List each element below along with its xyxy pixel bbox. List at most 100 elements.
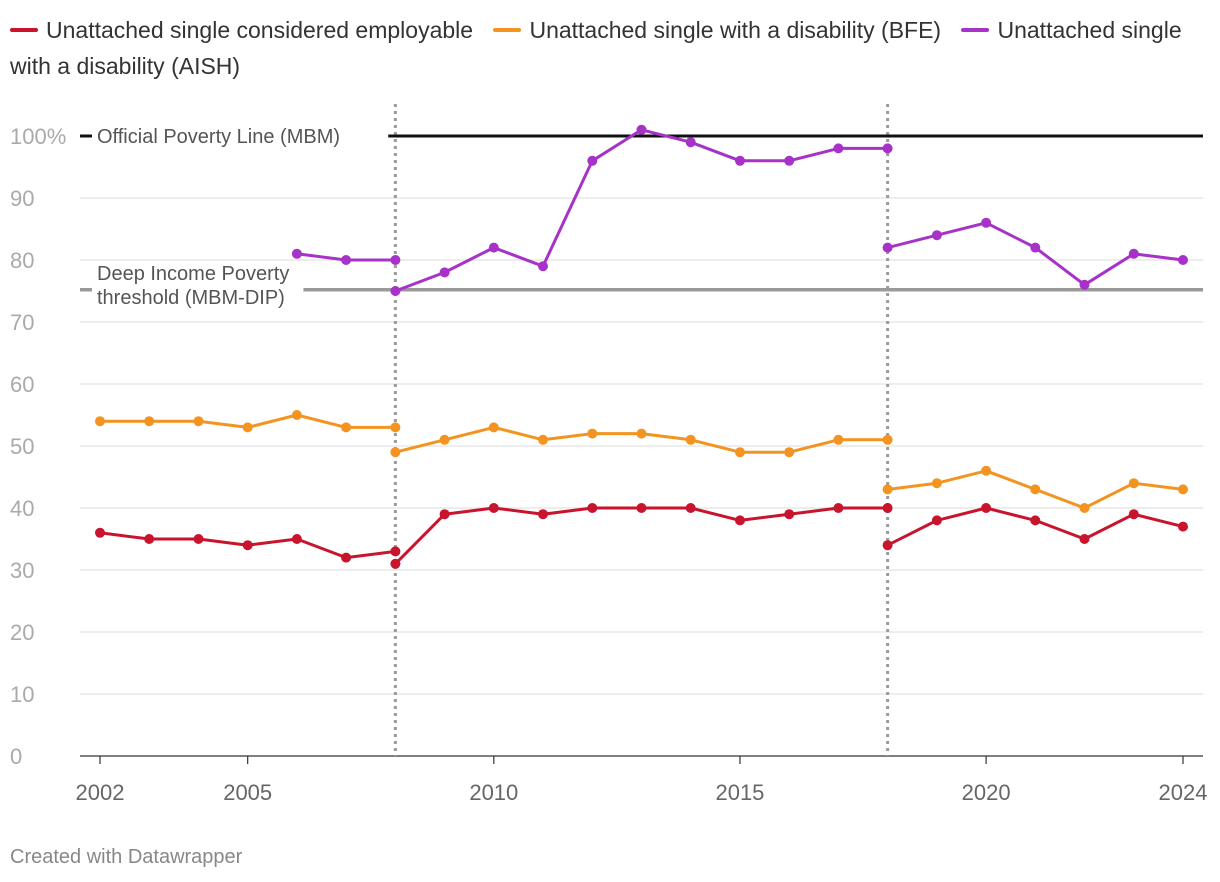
series-0-point-2016-1: [784, 509, 795, 520]
series-2-point-2016-1: [784, 155, 795, 166]
series-0-line-segment-1: [393, 506, 890, 566]
series-0-point-2017-1: [833, 503, 844, 513]
series-1-point-2018-1: [882, 434, 893, 445]
series-1-point-2024-2: [1178, 484, 1188, 495]
series-0-point-2015-1: [735, 515, 745, 526]
series-0-point-2023-2: [1128, 509, 1139, 520]
series-0-point-2019-2: [931, 515, 942, 526]
y-tick-label-10: 10: [10, 682, 34, 707]
series-2-point-2020-2: [981, 217, 992, 228]
reference-label-bg-0: [92, 124, 389, 150]
series-2-point-2009-1: [439, 267, 450, 278]
series-1-point-2015-1: [735, 447, 745, 458]
series-2-point-2017-1: [833, 143, 844, 154]
y-tick-label-20: 20: [10, 620, 34, 645]
series-1-point-2003-0: [144, 416, 155, 427]
series-2-point-2018-1: [882, 143, 893, 154]
series-2-point-2015-1: [735, 155, 745, 166]
series-0-point-2007-0: [341, 552, 352, 563]
series-0-point-2018-2: [882, 540, 893, 551]
series-0-point-2014-1: [685, 503, 696, 513]
series-1-point-2018-2: [882, 484, 893, 495]
series-2-point-2007-0: [341, 255, 352, 265]
series-2-point-2013-1: [636, 124, 647, 135]
legend-swatch-bfe: [493, 27, 522, 32]
x-tick-label-2024: 2024: [1159, 780, 1208, 805]
reference-label-1-line-1: threshold (MBM-DIP): [97, 287, 285, 309]
series-0-point-2004-0: [193, 534, 204, 544]
y-tick-label-80: 80: [10, 248, 34, 273]
series-0-point-2003-0: [144, 534, 155, 544]
series-2-point-2010-1: [488, 242, 499, 253]
legend-label-employable: Unattached single considered employable: [46, 17, 474, 43]
y-tick-label-30: 30: [10, 558, 34, 583]
series-0-point-2024-2: [1178, 521, 1188, 532]
y-tick-label-70: 70: [10, 310, 34, 335]
series-0-point-2011-1: [538, 509, 548, 520]
x-tick-label-2002: 2002: [76, 780, 125, 805]
series-2-point-2006-0: [291, 248, 302, 259]
series-1-point-2010-1: [488, 422, 499, 433]
series-2-point-2021-2: [1030, 242, 1041, 253]
series-1-point-2023-2: [1128, 478, 1139, 489]
series-1-point-2007-0: [341, 422, 352, 433]
series-1-point-2022-2: [1079, 503, 1090, 513]
footer-credit: Created with Datawrapper: [10, 846, 243, 868]
reference-label-bg-1: [92, 260, 304, 311]
series-1-point-2020-2: [981, 465, 992, 476]
x-tick-label-2005: 2005: [223, 780, 272, 805]
series-2-point-2023-2: [1128, 248, 1139, 259]
y-tick-label-40: 40: [10, 496, 34, 521]
series-0-point-2022-2: [1079, 534, 1090, 544]
legend-label-aish: Unattached single with a disability (AIS…: [10, 17, 1182, 79]
series-0-point-2018-1: [882, 503, 893, 513]
series-2-point-2019-2: [931, 230, 942, 241]
series-2-point-2018-2: [882, 242, 893, 253]
series-1-point-2013-1: [636, 428, 647, 439]
series-2-point-2011-1: [538, 261, 548, 272]
series-2-point-2012-1: [587, 155, 598, 166]
legend-label-bfe: Unattached single with a disability (BFE…: [529, 17, 942, 43]
series-1-point-2016-1: [784, 447, 795, 458]
series-1-point-2006-0: [291, 410, 302, 420]
chart-legend: Unattached single considered employable …: [10, 12, 1200, 84]
series-1-point-2011-1: [538, 434, 548, 445]
series-1-point-2008-1: [390, 447, 401, 458]
legend-item-bfe: Unattached single with a disability (BFE…: [493, 17, 941, 43]
y-tick-label-100: 100%: [10, 124, 66, 149]
x-tick-label-2010: 2010: [469, 780, 518, 805]
series-0-point-2020-2: [981, 503, 992, 513]
series-1-point-2014-1: [685, 434, 696, 445]
x-tick-label-2020: 2020: [962, 780, 1011, 805]
x-tick-label-2015: 2015: [715, 780, 764, 805]
series-1-point-2019-2: [931, 478, 942, 489]
series-0-point-2021-2: [1030, 515, 1041, 526]
series-2-point-2008-1: [390, 286, 401, 296]
reference-label-1-line-0: Deep Income Poverty: [97, 263, 289, 285]
y-tick-label-90: 90: [10, 186, 34, 211]
series-0-point-2005-0: [242, 540, 253, 551]
series-1-point-2021-2: [1030, 484, 1041, 495]
series-0-point-2006-0: [291, 534, 302, 544]
legend-swatch-aish: [961, 27, 990, 32]
y-tick-label-0: 0: [10, 744, 22, 769]
series-2-point-2024-2: [1178, 255, 1188, 265]
series-1-point-2002-0: [95, 416, 105, 427]
series-1-point-2005-0: [242, 422, 253, 433]
legend-swatch-employable: [10, 27, 38, 32]
series-0-point-2012-1: [587, 503, 598, 513]
series-1-point-2004-0: [193, 416, 204, 427]
series-0-point-2010-1: [488, 503, 499, 513]
series-1-point-2008-0: [390, 422, 401, 433]
series-2-point-2008-0: [390, 255, 401, 265]
series-0-point-2008-0: [390, 546, 401, 557]
legend-item-employable: Unattached single considered employable: [10, 17, 473, 43]
legend-item-aish: Unattached single with a disability (AIS…: [10, 17, 1182, 79]
series-0-point-2008-1: [390, 558, 401, 569]
series-2-point-2022-2: [1079, 279, 1090, 290]
y-tick-label-50: 50: [10, 434, 34, 459]
series-1-point-2017-1: [833, 434, 844, 445]
y-tick-label-60: 60: [10, 372, 34, 397]
series-0-point-2013-1: [636, 503, 647, 513]
